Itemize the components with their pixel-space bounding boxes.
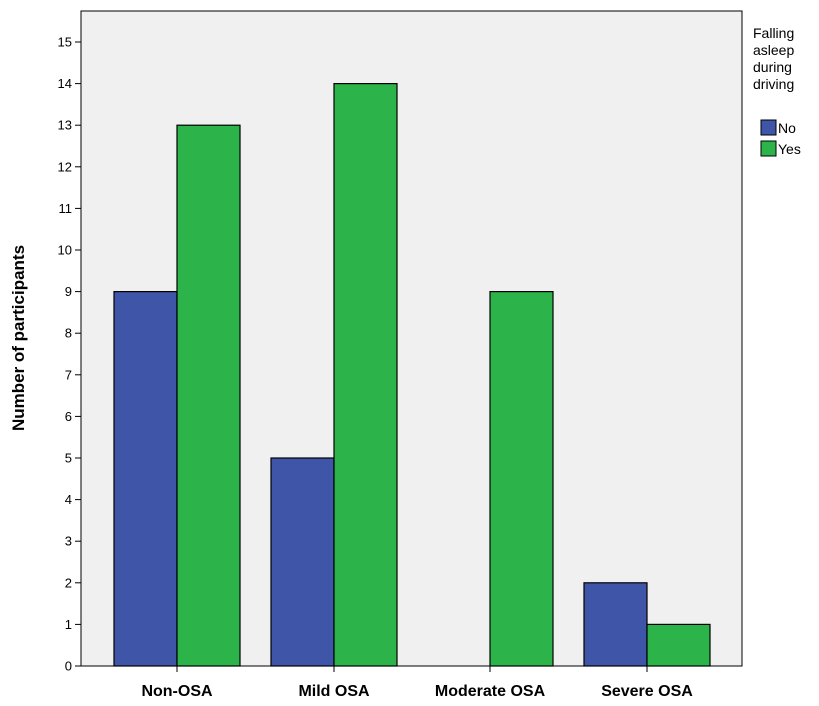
bar-no-mild-osa: [270, 457, 335, 667]
legend-title-line: asleep: [753, 42, 794, 58]
y-tick-label: 5: [65, 451, 72, 466]
bar-no-severe-osa: [583, 582, 648, 667]
y-tick-label: 13: [58, 118, 72, 133]
y-tick-label: 8: [65, 326, 72, 341]
bars-group: [113, 82, 711, 667]
bar-yes-mild-osa: [333, 82, 398, 667]
y-tick-label: 2: [65, 575, 72, 590]
y-tick-label: 3: [65, 534, 72, 549]
y-tick-label: 4: [65, 492, 72, 507]
legend-title-line: Falling: [753, 25, 794, 41]
y-tick-label: 1: [65, 617, 72, 632]
y-tick-label: 9: [65, 284, 72, 299]
y-tick-label: 7: [65, 367, 72, 382]
legend-title-line: during: [753, 59, 792, 75]
y-tick-label: 11: [59, 201, 73, 216]
y-tick-label: 6: [65, 409, 72, 424]
legend-title-line: driving: [753, 76, 794, 92]
y-tick-label: 0: [65, 659, 72, 674]
x-axis: Non-OSA Mild OSA Moderate OSA Severe OSA: [141, 666, 693, 700]
bar-yes-moderate-osa: [489, 291, 554, 667]
legend-label-no: No: [778, 120, 796, 136]
y-tick-label: 12: [58, 159, 72, 174]
x-category-label: Mild OSA: [298, 683, 370, 700]
bar-no-non-osa: [113, 291, 178, 667]
y-axis-title: Number of participants: [9, 245, 28, 431]
y-tick-label: 14: [58, 76, 72, 91]
y-tick-label: 10: [58, 243, 72, 258]
legend-label-yes: Yes: [778, 141, 801, 157]
y-tick-label: 15: [58, 35, 72, 50]
x-category-label: Severe OSA: [601, 683, 693, 700]
x-category-label: Non-OSA: [141, 683, 213, 700]
legend-swatch-yes: [760, 140, 777, 157]
legend-swatch-no: [760, 119, 777, 136]
bar-yes-severe-osa: [646, 623, 711, 667]
bar-yes-non-osa: [176, 124, 241, 667]
x-category-label: Moderate OSA: [435, 683, 546, 700]
